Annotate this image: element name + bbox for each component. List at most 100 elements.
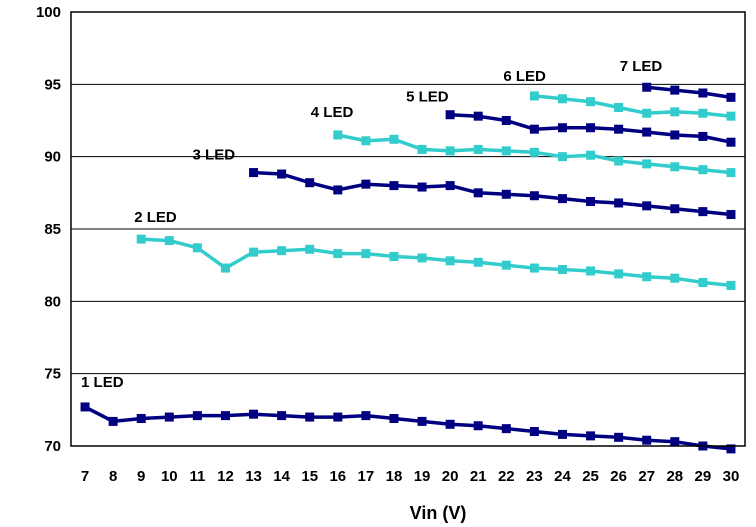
data-point xyxy=(417,182,427,192)
data-point xyxy=(670,162,680,172)
data-point xyxy=(614,124,624,134)
data-point xyxy=(361,411,371,421)
series-3 xyxy=(249,168,736,220)
data-point xyxy=(529,147,539,157)
x-tick-label: 25 xyxy=(582,468,599,485)
x-tick-label: 28 xyxy=(666,468,683,485)
data-point xyxy=(726,137,736,147)
series-labels: 1 LED 2 LED 3 LED 4 LED 5 LED 6 LED 7 LED xyxy=(81,58,662,391)
x-tick-label: 14 xyxy=(273,468,290,485)
x-tick-label: 26 xyxy=(610,468,627,485)
data-point xyxy=(586,266,596,276)
data-point xyxy=(642,201,652,211)
data-point xyxy=(642,159,652,169)
data-point xyxy=(586,431,596,441)
data-point xyxy=(557,194,567,204)
data-point xyxy=(586,197,596,207)
data-point xyxy=(501,260,511,270)
data-point xyxy=(136,234,146,244)
data-point xyxy=(670,204,680,214)
series-label: 6 LED xyxy=(503,68,546,85)
y-tick-label: 75 xyxy=(44,366,61,383)
data-point xyxy=(305,178,315,188)
x-tick-label: 16 xyxy=(329,468,346,485)
data-point xyxy=(642,272,652,282)
data-point xyxy=(670,130,680,140)
x-tick-label: 20 xyxy=(442,468,459,485)
data-point xyxy=(726,92,736,102)
data-point xyxy=(557,429,567,439)
y-tick-label: 90 xyxy=(44,149,61,166)
x-tick-label: 17 xyxy=(358,468,375,485)
data-point xyxy=(726,280,736,290)
y-tick-labels: 70 75 80 85 90 95 100 xyxy=(36,4,61,455)
x-tick-label: 19 xyxy=(414,468,431,485)
series-label: 4 LED xyxy=(311,104,354,121)
data-point xyxy=(557,152,567,162)
data-point xyxy=(698,88,708,98)
data-point xyxy=(529,124,539,134)
data-point xyxy=(164,412,174,422)
series-5 xyxy=(445,110,736,147)
x-tick-label: 8 xyxy=(109,468,117,485)
data-point xyxy=(277,169,287,179)
x-tick-label: 18 xyxy=(386,468,403,485)
data-point xyxy=(361,179,371,189)
data-point xyxy=(473,421,483,431)
series-line xyxy=(84,405,732,451)
data-point xyxy=(445,146,455,156)
data-point xyxy=(473,111,483,121)
data-point xyxy=(529,263,539,273)
data-point xyxy=(586,123,596,133)
series-label: 7 LED xyxy=(620,58,663,75)
data-point xyxy=(642,435,652,445)
x-tick-label: 7 xyxy=(81,468,89,485)
data-point xyxy=(698,131,708,141)
y-tick-label: 85 xyxy=(44,221,61,238)
series-2 xyxy=(136,234,736,290)
series-label: 1 LED xyxy=(81,374,124,391)
x-tick-label: 24 xyxy=(554,468,571,485)
data-point xyxy=(501,189,511,199)
gridlines xyxy=(71,83,745,375)
x-tick-label: 10 xyxy=(161,468,178,485)
series-label: 3 LED xyxy=(193,147,236,164)
data-point xyxy=(614,269,624,279)
data-point xyxy=(249,409,259,419)
data-point xyxy=(726,210,736,220)
data-point xyxy=(445,256,455,266)
plot-frame xyxy=(70,11,746,447)
x-tick-labels: 7 8 9 10 11 12 13 14 15 16 17 18 19 20 21 22 23 24 25 26 27 2… xyxy=(81,468,739,485)
data-point xyxy=(642,127,652,137)
y-tick-label: 80 xyxy=(44,293,61,310)
x-tick-label: 22 xyxy=(498,468,515,485)
x-tick-label: 13 xyxy=(245,468,262,485)
data-point xyxy=(642,108,652,118)
data-point xyxy=(136,414,146,424)
data-point xyxy=(501,424,511,434)
data-point xyxy=(333,412,343,422)
data-point xyxy=(614,102,624,112)
data-point xyxy=(726,111,736,121)
series-lines xyxy=(80,82,736,454)
data-point xyxy=(333,249,343,259)
x-tick-label: 15 xyxy=(301,468,318,485)
data-point xyxy=(220,411,230,421)
series-line xyxy=(253,170,732,217)
data-point xyxy=(305,412,315,422)
data-point xyxy=(417,144,427,154)
data-point xyxy=(333,185,343,195)
data-point xyxy=(586,150,596,160)
series-7 xyxy=(642,82,736,102)
y-tick-label: 70 xyxy=(44,438,61,455)
x-tick-label: 21 xyxy=(470,468,487,485)
data-point xyxy=(473,188,483,198)
x-tick-label: 9 xyxy=(137,468,145,485)
x-tick-label: 12 xyxy=(217,468,234,485)
series-line xyxy=(141,237,732,288)
data-point xyxy=(586,97,596,107)
data-point xyxy=(417,253,427,263)
data-point xyxy=(726,168,736,178)
data-point xyxy=(361,249,371,259)
x-tick-label: 11 xyxy=(189,468,205,485)
